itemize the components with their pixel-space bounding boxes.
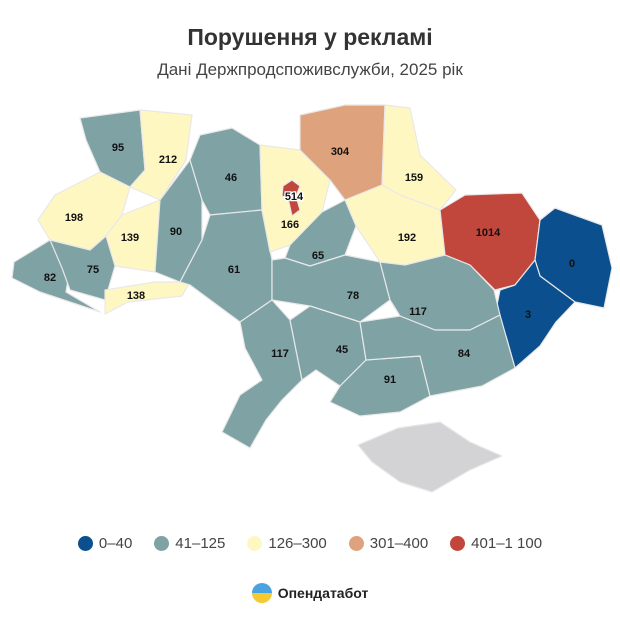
region-value-label: 138	[127, 290, 145, 302]
legend-dot	[247, 536, 263, 551]
legend-item: 126–300	[247, 535, 327, 552]
region-value-label: 3	[525, 309, 531, 321]
region-value-label: 91	[384, 374, 396, 386]
region-value-label: 45	[336, 344, 348, 356]
legend-dot	[154, 536, 170, 551]
region-value-label: 82	[44, 272, 56, 284]
page-title: Порушення у рекламі	[187, 24, 433, 50]
legend-item: 401–1 100	[450, 535, 542, 552]
region-zaporizhzhia	[359, 314, 516, 397]
region-value-label: 304	[331, 146, 350, 158]
region-value-label: 78	[347, 290, 359, 302]
page-subtitle: Дані Держпродспоживслужби, 2025 рік	[157, 60, 463, 79]
region-value-label: 84	[458, 348, 471, 360]
region-value-label: 1014	[476, 227, 501, 239]
region-kirovohrad	[271, 254, 391, 323]
region-crimea	[357, 421, 503, 493]
brand: Опендатабот	[0, 583, 620, 603]
region-value-label: 198	[65, 212, 83, 224]
region-chernivtsi	[104, 281, 191, 315]
region-value-label: 117	[409, 306, 427, 318]
legend-item: 0–40	[77, 535, 133, 552]
region-ivano-frankivsk	[49, 235, 116, 301]
region-ternopil	[105, 199, 161, 273]
legend: 0–40 41–125 126–300 301–400 401–1 100	[0, 535, 620, 552]
opendatabot-logo-icon	[251, 583, 272, 603]
region-value-label: 117	[271, 348, 289, 360]
region-value-label: 212	[159, 154, 177, 166]
region-value-label: 90	[170, 226, 182, 238]
region-value-label: 166	[281, 219, 299, 231]
region-value-label: 65	[312, 250, 324, 262]
legend-item: 301–400	[348, 535, 429, 552]
region-odesa	[221, 299, 303, 449]
legend-dot	[77, 536, 93, 551]
legend-label: 301–400	[369, 535, 429, 552]
region-value-label: 61	[228, 264, 240, 276]
region-value-label: 159	[405, 172, 423, 184]
legend-label: 41–125	[175, 535, 226, 552]
region-value-label: 95	[112, 142, 124, 154]
region-value-label: 0	[569, 258, 575, 270]
legend-item: 41–125	[154, 535, 225, 552]
brand-name: Опендатабот	[277, 585, 369, 601]
region-value-label: 192	[398, 232, 416, 244]
legend-dot	[450, 536, 466, 551]
legend-label: 126–300	[268, 535, 327, 552]
legend-label: 0–40	[98, 535, 133, 552]
legend-dot	[348, 536, 364, 551]
region-value-label: 139	[121, 232, 139, 244]
region-value-label: 75	[87, 264, 99, 276]
legend-label: 401–1 100	[471, 535, 543, 552]
region-value-label: 514	[285, 191, 304, 203]
region-kyiv-city	[281, 179, 301, 217]
region-value-label: 46	[225, 172, 237, 184]
